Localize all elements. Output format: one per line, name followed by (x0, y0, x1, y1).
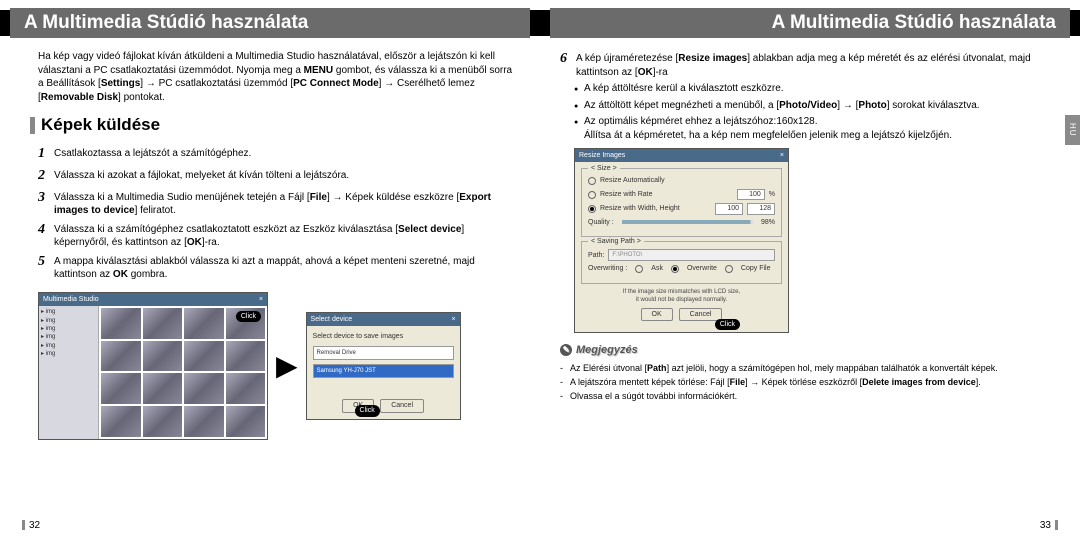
header-bar-right: A Multimedia Stúdió használata (540, 10, 1080, 36)
header-bar-left: A Multimedia Stúdió használata (0, 10, 540, 36)
click-badge: Click (236, 311, 261, 322)
language-tab: HU (1065, 115, 1080, 145)
steps-list: 1Csatlakoztassa a lejátszót a számítógép… (38, 145, 518, 282)
page-number-right: 33 (1040, 520, 1058, 531)
arrow-icon: ▶ (276, 347, 298, 385)
bullet-list: A kép áttöltésre kerül a kiválasztott es… (574, 82, 1050, 142)
screenshot-dialog: Select device× Select device to save ima… (306, 312, 461, 420)
screenshot-resize: Resize Images× < Size > Resize Automatic… (574, 148, 789, 333)
page-left: A Multimedia Stúdió használata Ha kép va… (0, 0, 540, 539)
header-title-left: A Multimedia Stúdió használata (10, 8, 530, 38)
click-badge: Click (715, 319, 740, 330)
screenshot-main: Multimedia Studio× ▸ img▸ img▸ img▸ img▸… (38, 292, 268, 440)
note-icon: ✎ (560, 344, 572, 356)
note-box: ✎Megjegyzés Az Elérési útvonal [Path] az… (560, 343, 1050, 402)
header-title-right: A Multimedia Stúdió használata (550, 8, 1070, 38)
page-right: A Multimedia Stúdió használata HU 6A kép… (540, 0, 1080, 539)
click-badge: Click (355, 405, 380, 416)
cancel-button[interactable]: Cancel (679, 308, 723, 321)
cancel-button[interactable]: Cancel (380, 399, 424, 412)
ok-button[interactable]: OK (641, 308, 673, 321)
section-title: Képek küldése (30, 114, 518, 137)
intro-text: Ha kép vagy videó fájlokat kíván átkülde… (38, 50, 518, 104)
page-number-left: 32 (22, 520, 40, 531)
